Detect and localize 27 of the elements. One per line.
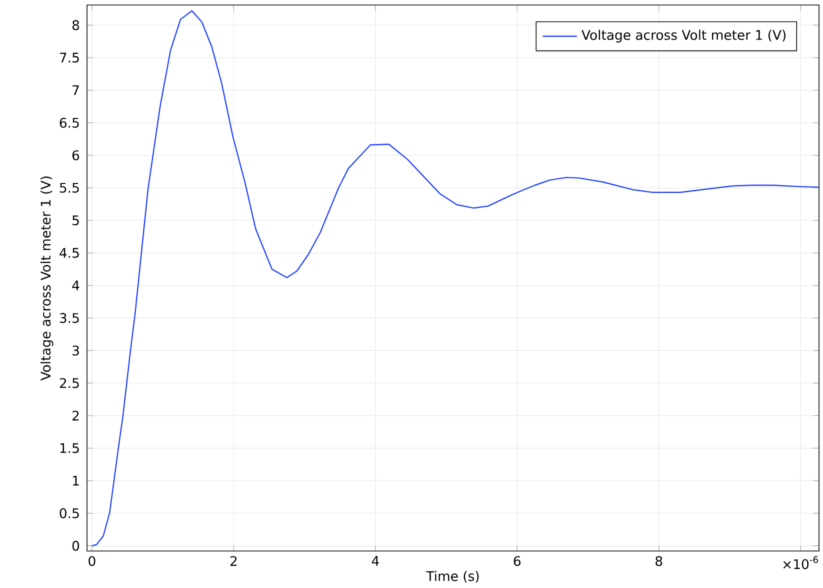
y-axis-title: Voltage across Volt meter 1 (V) <box>40 176 54 380</box>
x-tick-label: 4 <box>372 556 379 566</box>
y-tick-label: 8 <box>72 20 80 30</box>
x-axis-title: Time (s) <box>426 570 479 583</box>
y-tick-label: 4.5 <box>60 248 79 258</box>
y-tick-label: 3.5 <box>60 313 79 324</box>
x-tick-label: 2 <box>230 556 237 566</box>
legend-label: Voltage across Volt meter 1 (V) <box>582 30 786 43</box>
y-tick-label: 6.5 <box>60 118 79 128</box>
y-tick-label: 5 <box>72 215 79 226</box>
y-tick-label: 4 <box>72 280 80 290</box>
y-tick-label: 7 <box>72 85 79 96</box>
line-series <box>91 10 819 546</box>
y-tick-label: 6 <box>72 150 80 160</box>
y-tick-label: 2 <box>72 410 79 421</box>
x-tick-label: 0 <box>88 556 96 566</box>
y-tick-label: 1 <box>72 476 79 486</box>
x-tick-label: 6 <box>514 556 520 566</box>
y-tick-label: 5.5 <box>60 182 79 193</box>
y-tick-label: 0.5 <box>60 508 79 518</box>
y-tick-label: 0 <box>72 540 80 551</box>
y-tick-label: 1.5 <box>60 443 79 454</box>
y-tick-label: 2.5 <box>60 378 79 388</box>
x-tick-label: ×10$^{-6}$ <box>783 556 818 570</box>
x-tick-label: 8 <box>656 556 662 566</box>
y-tick-label: 7.5 <box>60 52 79 63</box>
y-tick-label: 3 <box>72 346 79 356</box>
